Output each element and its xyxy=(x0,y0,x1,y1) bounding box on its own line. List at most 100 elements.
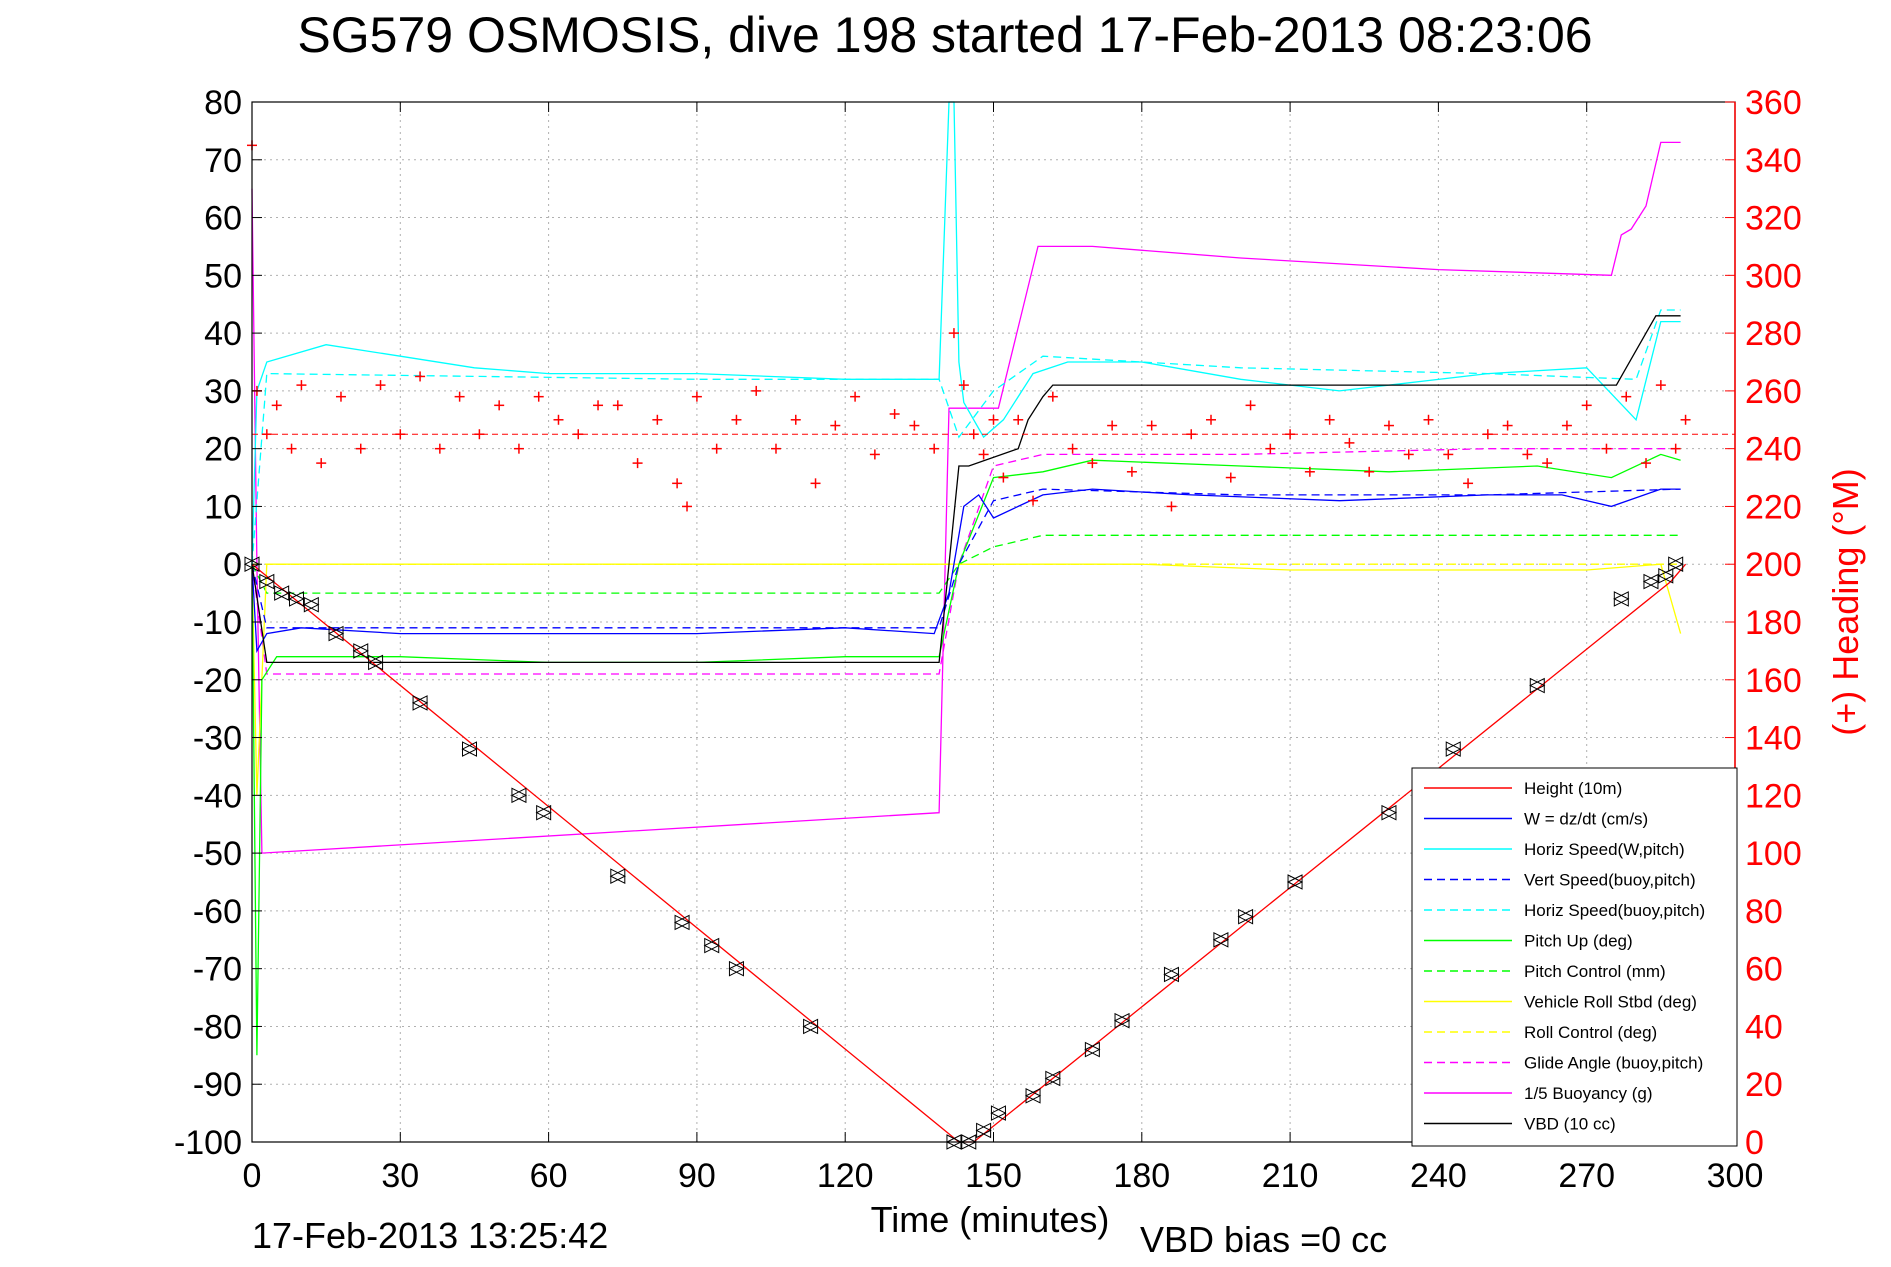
heading-point xyxy=(968,429,979,440)
series-line-9 xyxy=(251,448,1681,675)
heading-point xyxy=(474,429,485,440)
heading-point xyxy=(711,443,722,454)
heading-point xyxy=(434,443,445,454)
y-tick-label: 70 xyxy=(204,142,242,180)
heading-point xyxy=(553,414,564,425)
x-axis-label: Time (minutes) xyxy=(871,1199,1110,1240)
series-line-10 xyxy=(251,141,1681,854)
x-tick-label: 90 xyxy=(678,1157,716,1195)
heading-point xyxy=(335,391,346,402)
heading-point xyxy=(1621,391,1632,402)
heading-point xyxy=(929,443,940,454)
y-tick-label: 30 xyxy=(204,373,242,411)
y-tick-label: 80 xyxy=(204,84,242,122)
series-lines xyxy=(251,101,1687,1143)
legend-label: Roll Control (deg) xyxy=(1524,1023,1657,1042)
heading-point xyxy=(1324,414,1335,425)
heading-point xyxy=(1245,400,1256,411)
marker-left-triangle xyxy=(1667,556,1684,573)
marker-left-triangle xyxy=(1237,908,1254,925)
height-marker xyxy=(273,585,290,601)
y-tick-label: -40 xyxy=(193,777,242,815)
legend-label: 1/5 Buoyancy (g) xyxy=(1524,1084,1653,1103)
y2-tick-label: 300 xyxy=(1745,257,1802,295)
marker-left-triangle xyxy=(352,643,369,659)
marker-left-triangle xyxy=(1163,966,1179,983)
heading-point xyxy=(751,385,762,396)
heading-point xyxy=(978,449,989,460)
legend-label: Height (10m) xyxy=(1524,779,1622,798)
heading-point xyxy=(1655,380,1666,391)
height-marker xyxy=(535,804,552,821)
series-line-2 xyxy=(251,101,1681,565)
height-marker xyxy=(288,591,305,607)
heading-point xyxy=(494,400,505,411)
x-tick-label: 240 xyxy=(1410,1157,1467,1195)
y2-tick-label: 200 xyxy=(1745,546,1802,584)
height-marker xyxy=(1113,1012,1131,1029)
heading-point xyxy=(375,380,386,391)
marker-left-triangle xyxy=(609,868,626,885)
y2-tick-label: 360 xyxy=(1745,84,1802,122)
heading-point xyxy=(1670,443,1681,454)
series-line-5 xyxy=(251,453,1681,1056)
y-tick-label: 50 xyxy=(204,257,242,295)
y-tick-label: -80 xyxy=(193,1008,242,1046)
legend-label: Horiz Speed(buoy,pitch) xyxy=(1524,901,1705,920)
series-line-4 xyxy=(251,309,1681,565)
height-marker xyxy=(510,787,528,804)
y-tick-label: 0 xyxy=(223,546,242,584)
x-tick-label: 300 xyxy=(1707,1157,1764,1195)
marker-left-triangle xyxy=(1024,1087,1041,1104)
height-marker xyxy=(673,914,691,931)
marker-left-triangle xyxy=(303,596,319,613)
heading-point xyxy=(652,414,663,425)
heading-point xyxy=(1641,458,1652,469)
marker-left-triangle xyxy=(1657,567,1674,584)
heading-markers xyxy=(247,140,1735,512)
y2-tick-label: 260 xyxy=(1745,373,1802,411)
height-marker xyxy=(1529,677,1546,694)
y-tick-label: -20 xyxy=(193,662,242,700)
marker-left-triangle xyxy=(1286,874,1303,890)
legend-label: Horiz Speed(W,pitch) xyxy=(1524,840,1685,859)
heading-point xyxy=(513,443,524,454)
heading-point xyxy=(1680,414,1691,425)
y2-tick-label: 140 xyxy=(1745,720,1802,758)
heading-point xyxy=(691,391,702,402)
heading-point xyxy=(1067,443,1078,454)
y2-tick-label: 60 xyxy=(1745,951,1783,989)
y2-tick-label: 280 xyxy=(1745,315,1802,353)
heading-point xyxy=(1364,466,1375,477)
heading-point xyxy=(612,400,623,411)
series-line-1 xyxy=(251,488,1681,654)
heading-point xyxy=(1423,414,1434,425)
marker-left-triangle xyxy=(1044,1070,1061,1087)
x-tick-label: 30 xyxy=(381,1157,419,1195)
heading-point xyxy=(1522,449,1533,460)
y-tick-label: -10 xyxy=(193,604,242,642)
heading-point xyxy=(869,449,880,460)
heading-point xyxy=(682,501,693,512)
y-tick-label: -70 xyxy=(193,951,242,989)
marker-left-triangle xyxy=(990,1105,1006,1121)
y2-tick-label: 20 xyxy=(1745,1066,1783,1104)
marker-left-triangle xyxy=(288,591,304,607)
y-tick-label: 20 xyxy=(204,431,242,469)
heading-point xyxy=(593,400,604,411)
height-marker xyxy=(1163,966,1180,983)
heading-point xyxy=(1087,458,1098,469)
heading-point xyxy=(1225,472,1236,483)
height-marker xyxy=(1286,874,1304,890)
height-marker xyxy=(367,654,384,671)
heading-point xyxy=(1601,443,1612,454)
heading-point xyxy=(1166,501,1177,512)
x-tick-label: 270 xyxy=(1558,1157,1615,1195)
height-marker xyxy=(1084,1041,1101,1058)
heading-point xyxy=(454,391,465,402)
height-marker xyxy=(352,643,369,659)
marker-left-triangle xyxy=(673,914,690,931)
marker-left-triangle xyxy=(1529,677,1545,694)
